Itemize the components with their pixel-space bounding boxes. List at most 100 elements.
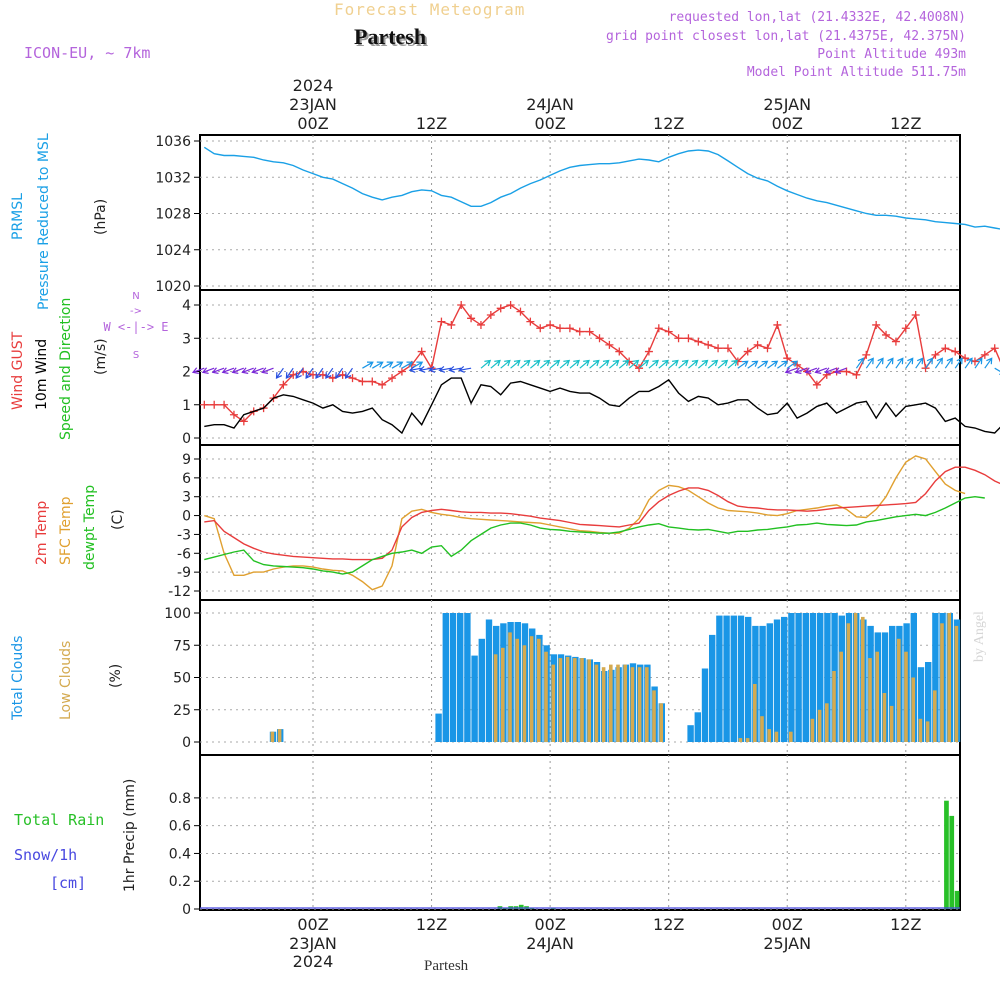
wind-direction-arrow — [418, 365, 432, 373]
y-tick-label: 1024 — [155, 243, 191, 259]
wind-direction-arrow — [241, 367, 254, 374]
low-cloud-bar — [882, 693, 887, 742]
low-cloud-bar — [738, 738, 743, 742]
total-cloud-bar — [925, 662, 932, 742]
wind-direction-arrow — [994, 367, 1000, 375]
y-tick-label: 6 — [182, 471, 191, 487]
gust-marker — [753, 340, 762, 349]
low-cloud-bar — [846, 623, 851, 742]
wind-direction-arrow — [895, 357, 904, 369]
total-cloud-bar — [716, 615, 723, 742]
y-tick-label: 4 — [182, 298, 191, 314]
temp-unit: (C) — [110, 509, 126, 530]
y-tick-label: -6 — [177, 546, 191, 562]
wind-direction-arrow — [944, 357, 953, 369]
low-cloud-bar — [947, 613, 951, 742]
y-tick-label: 0 — [182, 735, 191, 751]
wind-direction-arrow — [559, 359, 571, 369]
wind-direction-arrow — [804, 367, 818, 374]
y-tick-label: 0 — [182, 902, 191, 918]
gust-marker — [605, 340, 614, 349]
wind-direction-arrow — [638, 359, 650, 369]
wind-direction-arrow — [599, 359, 610, 369]
gust-marker — [486, 310, 495, 319]
gust-marker — [882, 330, 891, 339]
wind-direction-arrow — [315, 367, 324, 379]
wind-direction-arrow — [191, 367, 205, 374]
bottom-year-label: 2024 — [293, 952, 334, 971]
model-altitude: Model Point Altitude 511.75m — [746, 65, 966, 80]
point-altitude: Point Altitude 493m — [817, 47, 966, 62]
gust-marker — [615, 347, 624, 356]
low-cloud-bar — [861, 616, 865, 742]
gust-marker — [565, 324, 574, 333]
gust-marker — [644, 347, 653, 356]
total-cloud-bar — [788, 613, 795, 742]
wind-direction-arrow — [757, 360, 769, 369]
low-cloud-bar — [868, 658, 872, 742]
low-cloud-bar — [810, 718, 815, 742]
wind-direction-arrow — [794, 367, 808, 374]
location-title: Partesh — [354, 24, 427, 49]
wind-direction-arrow — [305, 367, 314, 379]
wind-direction-arrow — [834, 367, 847, 374]
wind-direction-arrow — [786, 360, 799, 369]
gust-marker — [220, 400, 229, 409]
rain-label: Total Rain — [14, 811, 104, 829]
bottom-date-label: 25JAN — [763, 934, 811, 953]
gust-marker — [388, 374, 397, 383]
gust-marker — [368, 377, 377, 386]
rain-bar — [944, 800, 949, 909]
wind-direction-arrow — [875, 357, 884, 369]
wind-direction-arrow — [747, 360, 759, 369]
y-tick-label: -3 — [177, 527, 191, 543]
gust-marker — [526, 317, 535, 326]
clouds-unit: (%) — [108, 664, 124, 688]
compass-south: S — [133, 350, 139, 361]
bottom-hour-label: 00Z — [772, 915, 803, 934]
wind-direction-arrow — [325, 367, 334, 379]
grid-point-coords: grid point closest lon,lat (21.4375E, 42… — [605, 29, 966, 44]
gust-marker — [812, 380, 821, 389]
gust-marker — [694, 337, 703, 346]
gust-marker — [239, 417, 248, 426]
top-hour-label: 12Z — [890, 114, 921, 133]
y-tick-label: 0 — [182, 509, 191, 525]
low-cloud-bar — [774, 731, 779, 742]
total-cloud-bar — [694, 712, 701, 742]
wind-direction-arrow — [628, 359, 640, 369]
gust-marker — [516, 307, 525, 316]
top-hour-label: 00Z — [534, 114, 565, 133]
wind-direction-arrow — [727, 359, 739, 369]
gust-marker — [476, 320, 485, 329]
wind-direction-arrow — [530, 359, 541, 369]
total-cloud-bar — [824, 613, 831, 742]
wind-direction-label: Speed and Direction — [58, 298, 74, 440]
low-cloud-bar — [623, 664, 627, 742]
wind-direction-arrow — [707, 359, 719, 369]
low-cloud-bar — [616, 664, 620, 742]
wind-direction-arrow — [335, 367, 344, 379]
gust-marker — [951, 347, 960, 356]
low-clouds-label: Low Clouds — [58, 641, 74, 720]
y-tick-label: 1028 — [155, 207, 191, 223]
bottom-date-label: 24JAN — [526, 934, 574, 953]
low-cloud-bar — [940, 623, 944, 742]
gust-marker — [911, 310, 920, 319]
low-cloud-bar — [832, 671, 836, 742]
wind-direction-arrow — [737, 360, 749, 369]
total-cloud-bar — [737, 615, 745, 742]
bottom-date-label: 23JAN — [289, 934, 337, 953]
wind-direction-arrow — [609, 359, 620, 369]
gust-marker — [417, 347, 426, 356]
low-cloud-bar — [558, 658, 563, 742]
wind-direction-arrow — [915, 357, 924, 369]
total-cloud-bar — [932, 613, 939, 742]
total-cloud-bar — [802, 613, 809, 742]
gust-marker — [684, 334, 693, 343]
low-cloud-bar — [911, 677, 915, 742]
wind-direction-arrow — [824, 367, 837, 374]
rain-bar — [949, 815, 955, 909]
gust-marker — [654, 324, 663, 333]
y-tick-label: 3 — [182, 331, 191, 347]
